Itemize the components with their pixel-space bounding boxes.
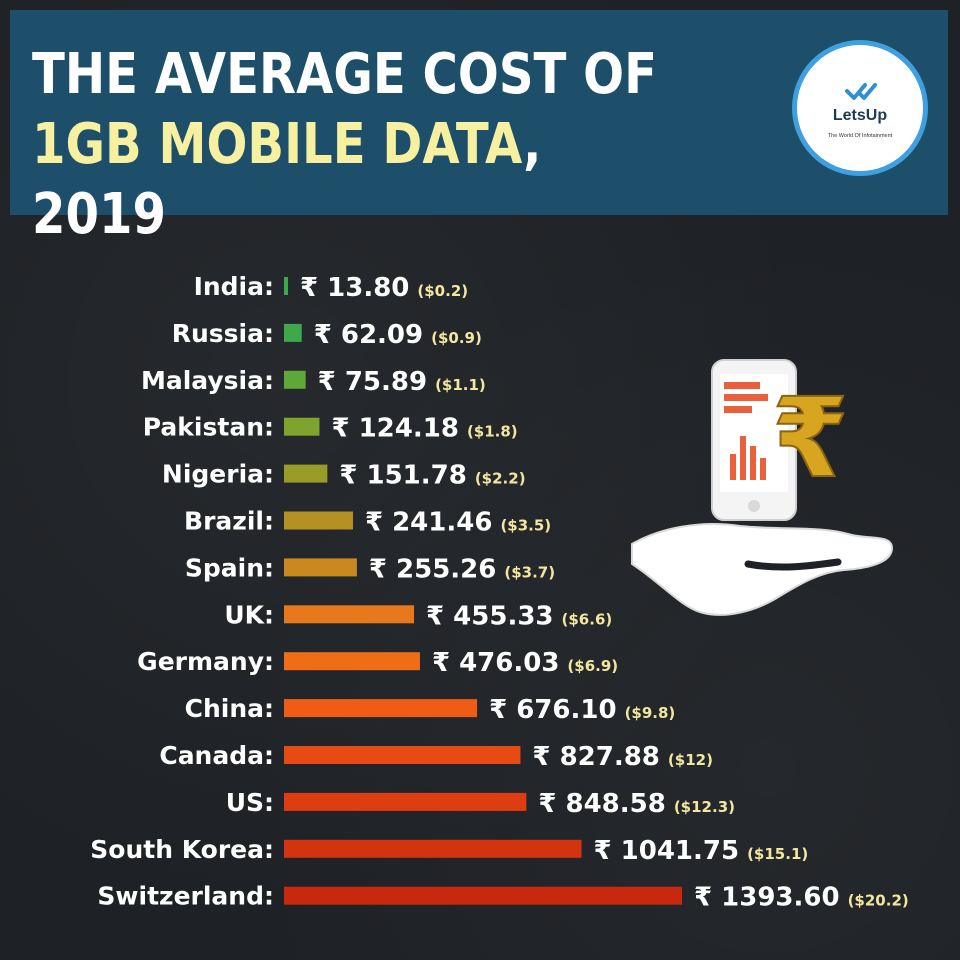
inr-value: ₹ 827.88 (532, 742, 659, 772)
category-label: India: (194, 272, 274, 301)
usd-value: ($3.5) (500, 517, 551, 535)
value-label: ₹ 255.26 ($3.7) (369, 554, 555, 584)
category-label: Malaysia: (141, 366, 274, 395)
bar (284, 886, 682, 905)
usd-value: ($3.7) (504, 563, 555, 581)
usd-value: ($0.2) (417, 282, 468, 300)
category-label: South Korea: (90, 835, 274, 864)
usd-value: ($1.8) (467, 423, 518, 441)
usd-value: ($9.8) (625, 704, 676, 722)
value-label: ₹ 1041.75 ($15.1) (594, 836, 809, 866)
inr-value: ₹ 1041.75 (594, 836, 740, 866)
category-label: Russia: (172, 319, 274, 348)
category-label: UK: (224, 600, 274, 629)
svg-text:₹: ₹ (772, 374, 849, 502)
bar (284, 323, 302, 342)
usd-value: ($6.9) (567, 657, 618, 675)
usd-value: ($12) (668, 751, 713, 769)
bar (284, 605, 415, 624)
inr-value: ₹ 241.46 (365, 508, 492, 538)
usd-value: ($15.1) (747, 845, 808, 863)
checkmark-logo-icon (845, 83, 877, 100)
bar (284, 699, 478, 718)
bar (284, 417, 320, 436)
bar (284, 511, 353, 530)
usd-value: ($1.1) (435, 376, 486, 394)
value-label: ₹ 827.88 ($12) (532, 742, 713, 772)
category-label: Brazil: (184, 507, 274, 536)
category-label: Switzerland: (97, 882, 274, 911)
usd-value: ($20.2) (848, 892, 909, 910)
bar (284, 839, 582, 858)
letsup-logo: LetsUp The World Of Infotainment (792, 40, 928, 176)
bar (284, 792, 527, 811)
usd-value: ($12.3) (674, 798, 735, 816)
category-label: Pakistan: (143, 413, 274, 442)
title-line-2: 1GB MOBILE DATA, 2019 (32, 110, 668, 250)
usd-value: ($2.2) (475, 470, 526, 488)
logo-name: LetsUp (832, 107, 888, 124)
value-label: ₹ 151.78 ($2.2) (339, 461, 525, 491)
value-label: ₹ 455.33 ($6.6) (426, 601, 612, 631)
inr-value: ₹ 75.89 (318, 367, 427, 397)
value-label: ₹ 241.46 ($3.5) (365, 508, 551, 538)
category-label: China: (185, 694, 274, 723)
category-label: Spain: (185, 553, 274, 582)
bar (284, 277, 288, 295)
title-year: , 2019 (32, 112, 542, 247)
title-highlight: 1GB MOBILE DATA (32, 112, 524, 177)
bar (284, 746, 521, 764)
value-label: ₹ 676.10 ($9.8) (489, 695, 675, 725)
value-label: ₹ 13.80 ($0.2) (300, 273, 468, 303)
inr-value: ₹ 124.18 (331, 414, 458, 444)
value-label: ₹ 476.03 ($6.9) (432, 648, 618, 678)
category-label: Nigeria: (162, 460, 274, 489)
inr-value: ₹ 62.09 (314, 320, 423, 350)
value-label: ₹ 62.09 ($0.9) (314, 320, 482, 350)
bar (284, 370, 306, 389)
inr-value: ₹ 13.80 (300, 273, 409, 303)
inr-value: ₹ 151.78 (339, 461, 466, 491)
inr-value: ₹ 676.10 (489, 695, 616, 725)
inr-value: ₹ 255.26 (369, 554, 496, 584)
inr-value: ₹ 476.03 (432, 648, 559, 678)
inr-value: ₹ 455.33 (426, 601, 553, 631)
value-label: ₹ 75.89 ($1.1) (318, 367, 486, 397)
title-banner: THE AVERAGE COST OF 1GB MOBILE DATA, 201… (10, 10, 948, 247)
category-label: Canada: (159, 741, 274, 770)
category-label: Germany: (137, 647, 274, 676)
bar (284, 558, 357, 577)
category-label: US: (226, 788, 274, 817)
bar (284, 464, 328, 483)
phone-rupee-hand-icon: ₹ (631, 359, 894, 616)
usd-value: ($0.9) (431, 329, 482, 347)
page-title: THE AVERAGE COST OF 1GB MOBILE DATA, 201… (32, 40, 668, 250)
bar (284, 652, 420, 671)
title-line-1: THE AVERAGE COST OF (32, 42, 657, 107)
value-label: ₹ 848.58 ($12.3) (538, 789, 735, 819)
logo-tagline: The World Of Infotainment (827, 133, 893, 139)
usd-value: ($6.6) (562, 610, 613, 628)
bar-chart: India: ₹ 13.80 ($0.2) Russia: ₹ 62.09 ($0.9) M… (90, 272, 909, 913)
value-label: ₹ 124.18 ($1.8) (331, 414, 517, 444)
value-label: ₹ 1393.60 ($20.2) (694, 883, 909, 913)
inr-value: ₹ 848.58 (538, 789, 665, 819)
inr-value: ₹ 1393.60 (694, 883, 840, 913)
